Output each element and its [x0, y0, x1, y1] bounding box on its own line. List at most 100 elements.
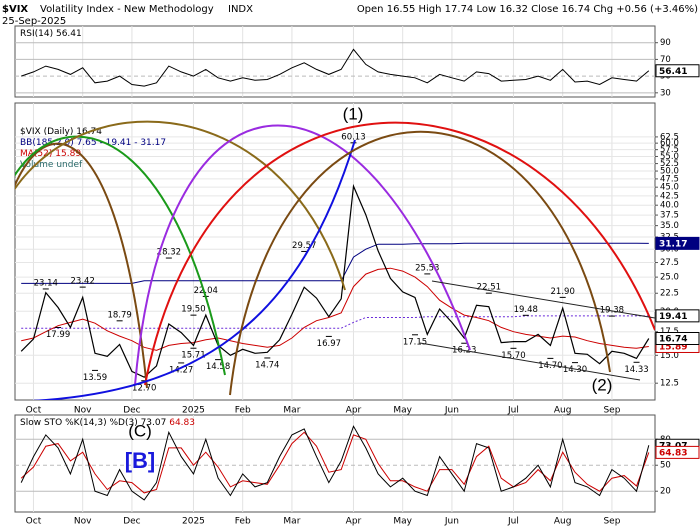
value-tag-label: 31.17	[659, 239, 687, 249]
x-tick-label: 2025	[182, 517, 205, 527]
value-tag-label: 16.74	[659, 334, 687, 344]
arc	[144, 121, 655, 386]
x-tick-label: Sep	[603, 517, 620, 527]
x-tick-label: Feb	[235, 517, 251, 527]
cycle-arcs	[15, 120, 655, 400]
y-tick-label: 20	[660, 487, 671, 497]
bollinger-upper	[21, 242, 649, 284]
wave-label: (2)	[592, 375, 613, 394]
exchange: INDX	[228, 4, 253, 15]
quote: Open 16.55 High 17.74 Low 16.32 Close 16…	[357, 4, 698, 15]
legend-entry: RSI(14) 56.41	[20, 29, 82, 39]
trendline	[431, 280, 655, 319]
x-tick-label: Jun	[444, 517, 459, 527]
value-tag-label: 64.83	[659, 448, 687, 458]
pivot-label: 15.70	[501, 351, 525, 361]
x-tick-label: May	[393, 406, 412, 416]
x-tick-label: Sep	[603, 406, 620, 416]
legend-text: $VIX (Daily)	[20, 127, 73, 137]
x-tick-label: Mar	[283, 517, 300, 527]
y-tick-label: 55.0	[660, 152, 679, 162]
x-tick-label: May	[393, 517, 412, 527]
y-tick-label: 45.0	[660, 183, 679, 193]
y-tick-label: 35.0	[660, 221, 679, 231]
pivot-label: 14.58	[206, 362, 230, 372]
y-tick-label: 40.0	[660, 201, 679, 211]
trendline	[419, 342, 641, 381]
wave-label: (1)	[343, 104, 364, 123]
y-tick-label: 37.5	[660, 211, 679, 221]
price-line	[20, 183, 650, 378]
pivot-label: 14.70	[538, 361, 562, 371]
pivot-label: 29.57	[292, 241, 316, 251]
pivot-label: 14.27	[169, 365, 193, 375]
pivot-label: 22.51	[477, 283, 501, 293]
x-tick-label: Jun	[444, 406, 459, 416]
legend-entry: Slow STO %K(14,3) %D(3) 73.07 64.83	[20, 418, 195, 428]
pivot-label: 14.30	[563, 365, 587, 375]
panel-frame	[14, 25, 656, 98]
x-tick-label: Feb	[235, 406, 251, 416]
legend-text: Volume undef	[20, 160, 83, 170]
date: 25-Sep-2025	[2, 16, 66, 27]
symbol: $VIX	[2, 4, 28, 15]
y-tick-label: 25.0	[660, 273, 679, 283]
arc	[29, 139, 356, 400]
arc	[134, 124, 471, 386]
pivot-label: 18.79	[107, 310, 131, 320]
wave-label: (C)	[128, 421, 152, 440]
x-tick-label: 2025	[182, 406, 205, 416]
y-tick-label: 50	[660, 461, 671, 471]
pivot-label: 15.71	[181, 351, 205, 361]
y-tick-label: 57.5	[660, 145, 679, 155]
moving-average	[21, 267, 649, 351]
pivot-label: 13.59	[83, 373, 107, 383]
y-tick-label: 15.0	[660, 351, 679, 361]
x-tick-label: Jul	[507, 517, 519, 527]
arc	[229, 130, 611, 396]
y-tick-label: 70	[660, 55, 671, 65]
x-tick-label: Dec	[123, 517, 140, 527]
legend-text: 73.07	[141, 418, 167, 428]
panel-frame	[14, 414, 656, 513]
pivot-label: 21.90	[551, 287, 575, 297]
rsi-line	[21, 48, 650, 87]
y-tick-label: 47.5	[660, 174, 679, 184]
wave-label: [B]	[125, 448, 156, 473]
legend-entry: BB(185,2.0) 7.65 - 19.41 - 31.17	[20, 138, 166, 148]
x-tick-label: Aug	[554, 406, 572, 416]
y-tick-label: 42.5	[660, 191, 679, 201]
pivot-label: 17.99	[46, 330, 70, 340]
legend-entry: Volume undef	[20, 160, 83, 170]
x-tick-label: Apr	[346, 517, 362, 527]
x-tick-label: Mar	[283, 406, 300, 416]
value-tag	[655, 309, 700, 323]
legend-text: RSI(14)	[20, 29, 53, 39]
x-tick-label: Nov	[74, 517, 92, 527]
pivot-label: 22.04	[194, 286, 218, 296]
x-tick-label: Jul	[507, 406, 519, 416]
y-tick-label: 62.5	[660, 132, 679, 142]
value-tag	[655, 236, 700, 250]
pivot-label: 19.48	[514, 305, 538, 315]
value-tag	[655, 331, 700, 345]
y-tick-label: 52.5	[660, 159, 679, 169]
pivot-label: 28.32	[157, 248, 181, 258]
x-tick-label: Oct	[26, 517, 42, 527]
pivot-label: 19.50	[181, 305, 205, 315]
pivot-label: 60.13	[341, 132, 365, 142]
y-tick-label: 30	[660, 88, 671, 98]
y-tick-label: 50.0	[660, 167, 679, 177]
x-tick-label: Oct	[26, 406, 42, 416]
x-tick-label: Dec	[123, 406, 140, 416]
y-tick-label: 90	[660, 38, 671, 48]
value-tag-label: 19.41	[659, 312, 687, 322]
value-tag-label: 15.89	[659, 342, 687, 352]
y-tick-label: 22.5	[660, 289, 679, 299]
value-tag	[655, 64, 700, 78]
x-tick-label: Nov	[74, 406, 92, 416]
pivot-label: 14.33	[624, 365, 648, 375]
arc	[15, 120, 346, 291]
value-tag-label: 56.41	[659, 67, 687, 77]
